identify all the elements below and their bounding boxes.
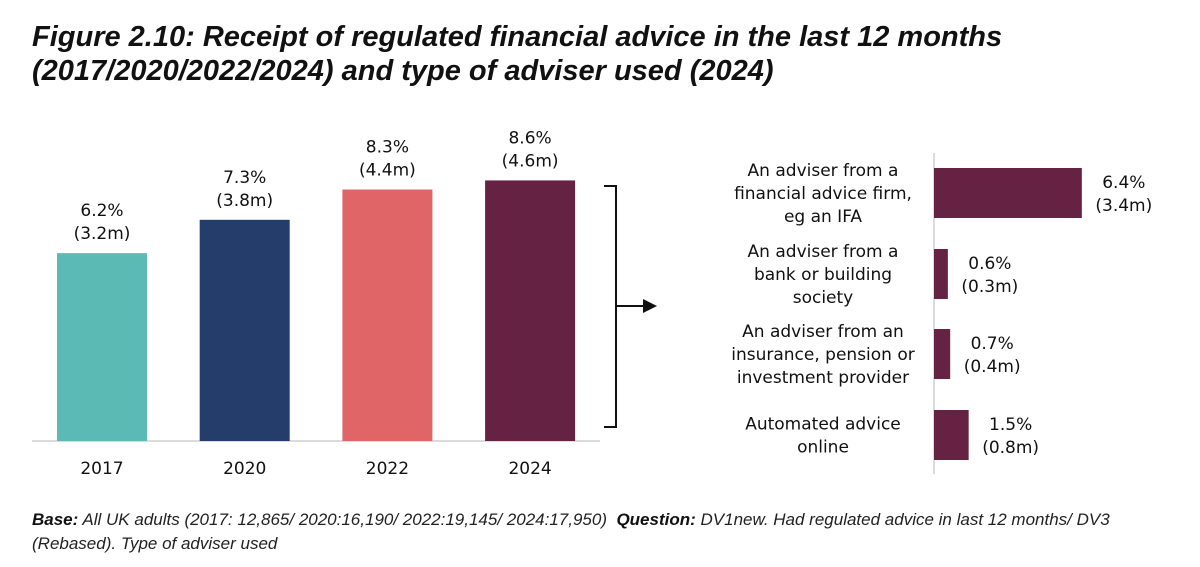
category-label-2-line-1: An adviser from a	[748, 242, 899, 262]
footnote: Base: All UK adults (2017: 12,865/ 2020:…	[32, 508, 1182, 556]
category-label-4-line-1: Automated advice	[745, 415, 901, 435]
vertical-bar-chart: 6.2% (3.2m) 2017 7.3% (3.8m) 2020 8.3% (4.4m) 20…	[32, 128, 600, 479]
footnote-question-label: Question:	[616, 510, 696, 529]
bar-2024	[485, 180, 576, 442]
bracket-line	[604, 185, 617, 428]
bracket-connector	[604, 185, 657, 428]
category-label-1-line-3: eg an IFA	[784, 207, 862, 227]
arrow-head	[643, 299, 657, 313]
category-label-1-line-1: An adviser from a	[748, 161, 899, 181]
x-tick-label-2022: 2022	[366, 459, 409, 479]
category-label-1-line-2: financial advice firm,	[734, 184, 912, 204]
category-label-3-line-3: investment provider	[737, 368, 909, 388]
x-tick-label-2020: 2020	[223, 459, 266, 479]
hbar-sub-label-3: (0.4m)	[964, 357, 1021, 377]
bar-value-label-2017: 6.2%	[80, 201, 123, 221]
bar-2017	[57, 253, 147, 441]
bar-2020	[199, 219, 290, 441]
hbar-sub-label-2: (0.3m)	[961, 277, 1018, 297]
figure-title-line-2: (2017/2020/2022/2024) and type of advise…	[32, 55, 774, 87]
bar-value-label-2022: 8.3%	[366, 138, 409, 158]
bar-sub-label-2017: (3.2m)	[74, 224, 131, 244]
hbar-value-label-2: 0.6%	[968, 254, 1011, 274]
bar-sub-label-2024: (4.6m)	[502, 151, 559, 171]
x-tick-label-2024: 2024	[508, 459, 551, 479]
bar-value-label-2024: 8.6%	[508, 128, 551, 148]
hbar-2	[934, 249, 948, 299]
hbar-sub-label-4: (0.8m)	[982, 438, 1039, 458]
hbar-value-label-3: 0.7%	[971, 334, 1014, 354]
figure-title-line-1: Figure 2.10: Receipt of regulated financ…	[32, 21, 1003, 53]
category-label-3-line-2: insurance, pension or	[731, 345, 915, 365]
footnote-base-label: Base:	[32, 510, 79, 529]
bar-2022	[342, 189, 433, 441]
hbar-3	[934, 329, 951, 379]
figure-title: Figure 2.10: Receipt of regulated financ…	[32, 20, 1172, 88]
hbar-1	[934, 168, 1082, 218]
bar-sub-label-2020: (3.8m)	[216, 191, 273, 211]
footnote-question-text: DV1new. Had regulated advice in last 12 …	[32, 510, 1110, 553]
horizontal-bar-chart: An adviser from a financial advice firm, e…	[731, 153, 1152, 474]
category-label-2-line-3: society	[793, 288, 854, 308]
x-tick-label-2017: 2017	[80, 459, 123, 479]
hbar-4	[934, 410, 969, 460]
bar-value-label-2020: 7.3%	[223, 168, 266, 188]
hbar-value-label-1: 6.4%	[1102, 173, 1145, 193]
hbar-sub-label-1: (3.4m)	[1095, 196, 1152, 216]
category-label-4-line-2: online	[797, 438, 849, 458]
category-label-2-line-2: bank or building	[754, 265, 892, 285]
bar-sub-label-2022: (4.4m)	[359, 161, 416, 181]
hbar-value-label-4: 1.5%	[989, 415, 1032, 435]
category-label-3-line-1: An adviser from an	[742, 322, 904, 342]
footnote-base-text: All UK adults (2017: 12,865/ 2020:16,190…	[78, 510, 607, 529]
